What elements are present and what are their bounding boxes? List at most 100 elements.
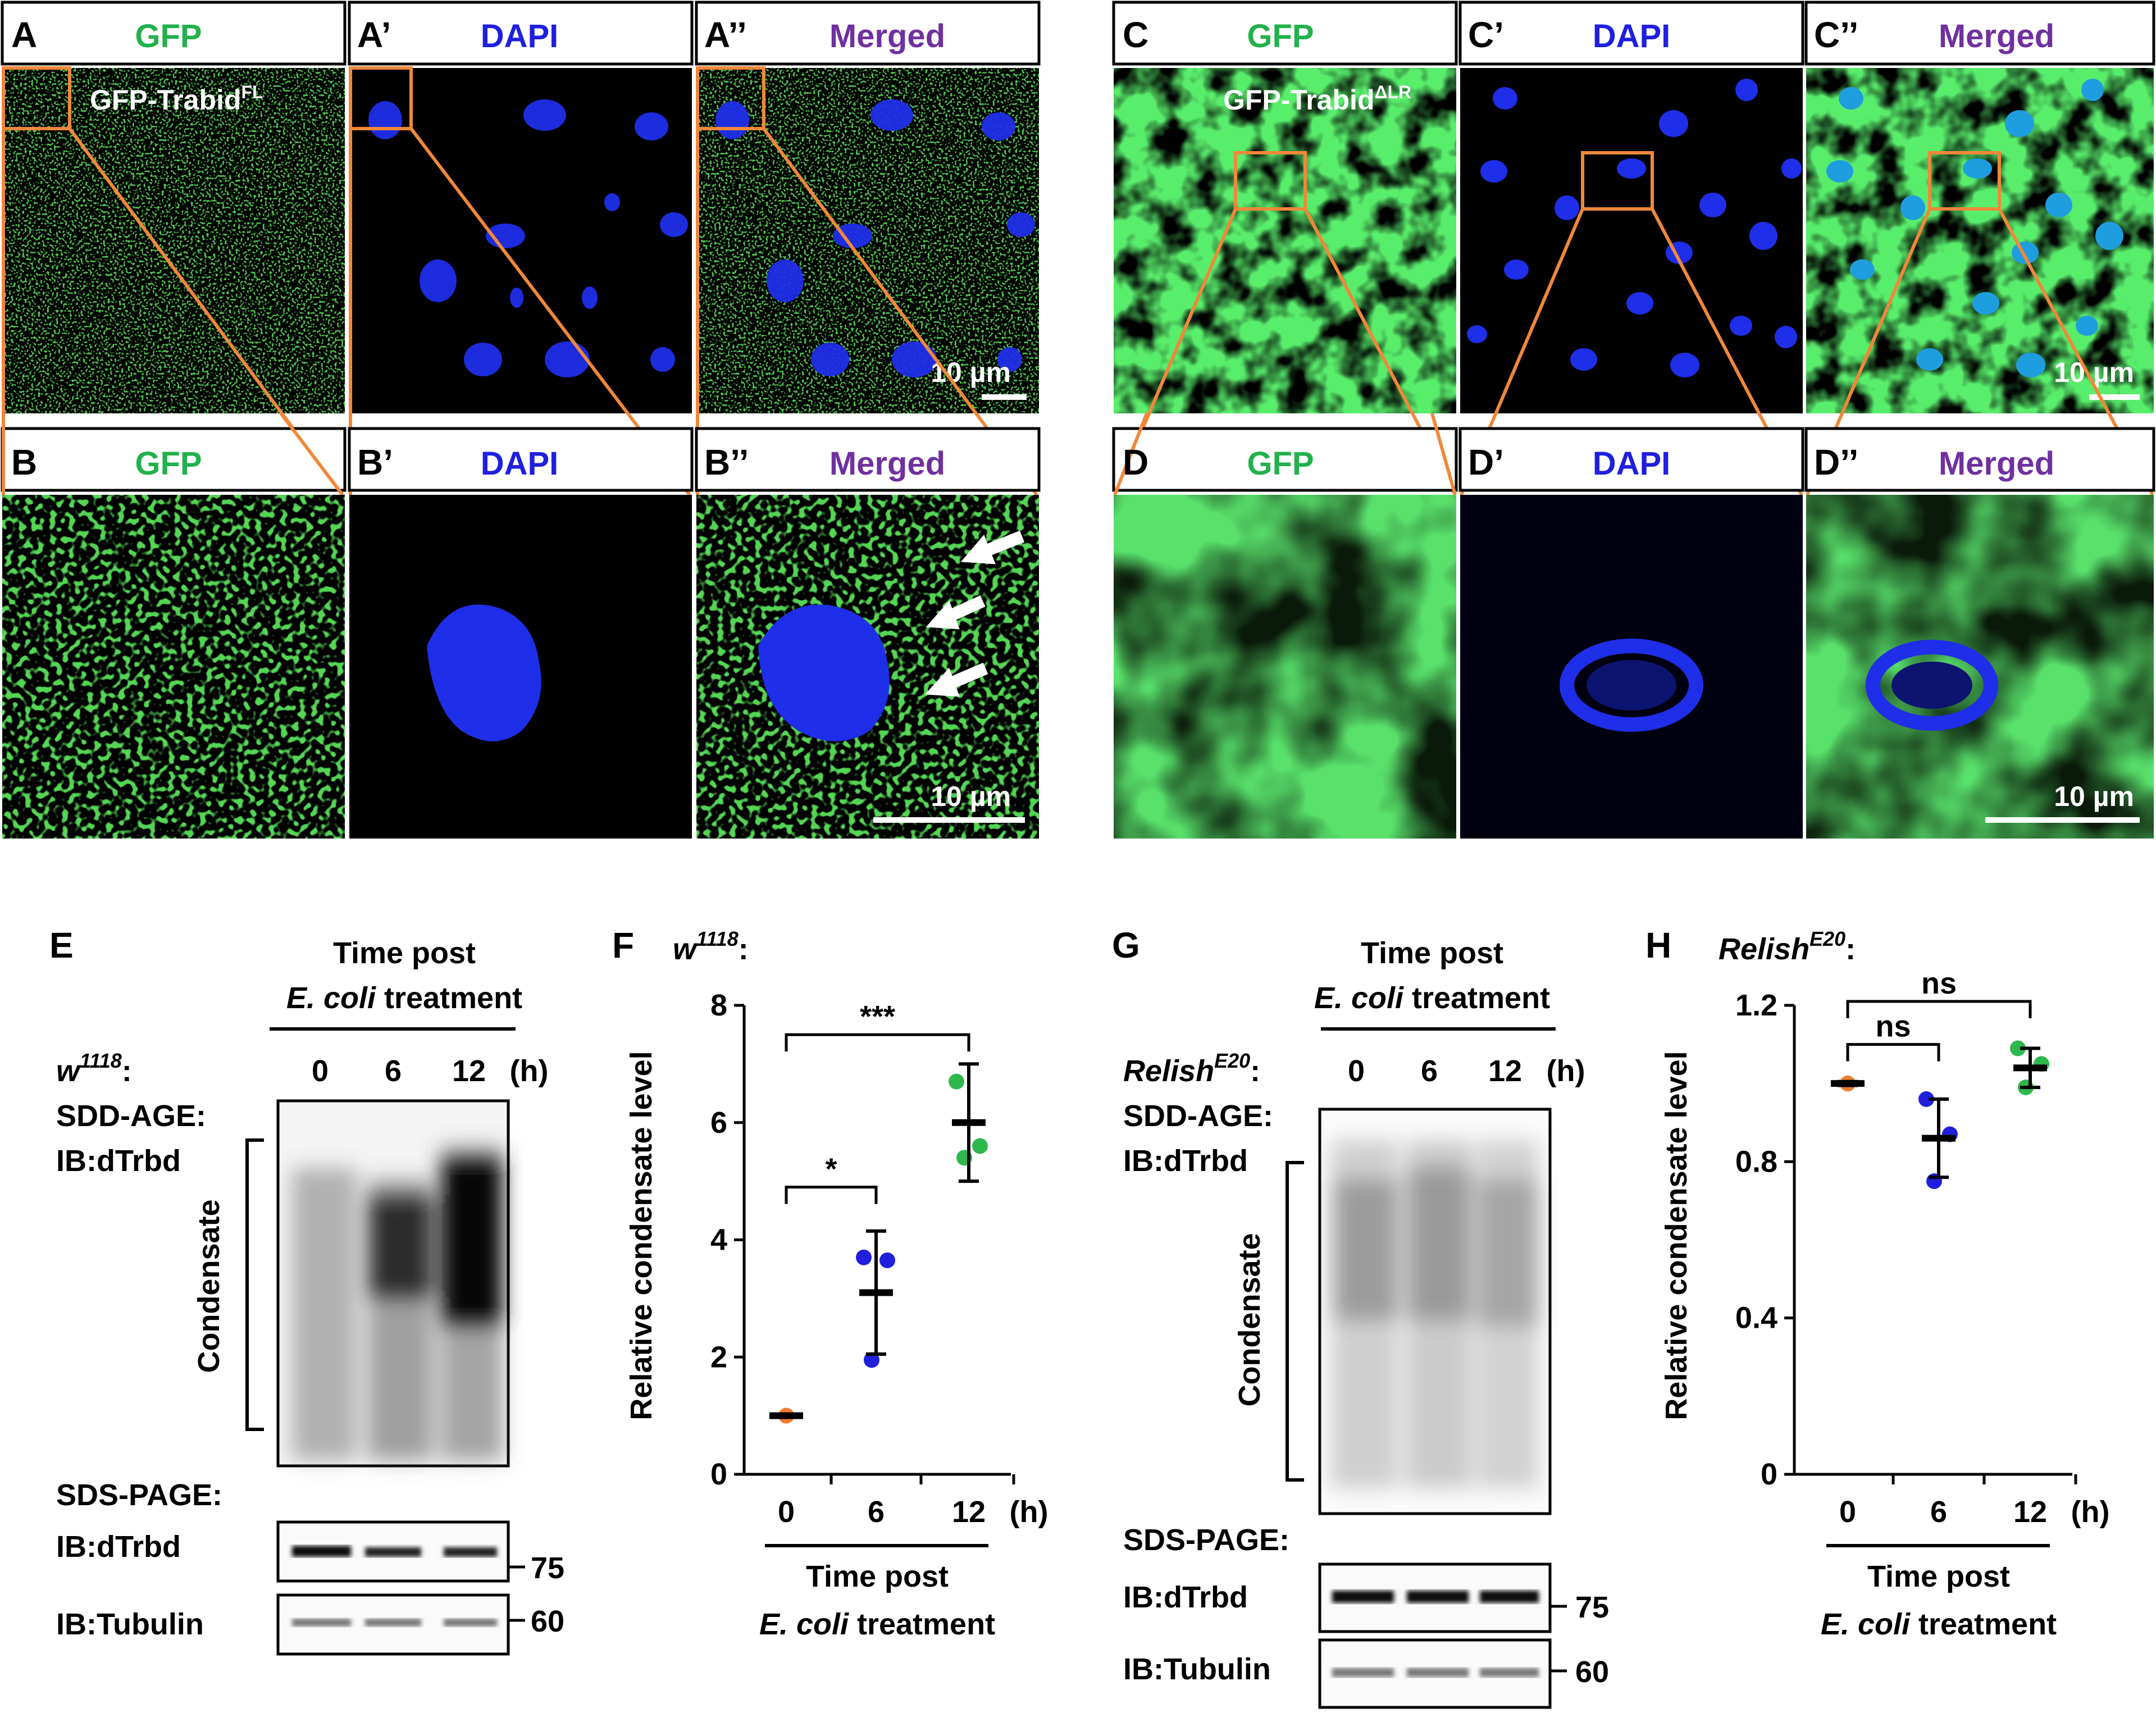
construct-label-dlr: GFP-TrabidΔLR bbox=[1223, 82, 1411, 116]
channel-label-dapi-b: DAPI bbox=[481, 445, 559, 482]
blot-g-sdd-age: SDD-AGE: bbox=[1123, 1099, 1273, 1133]
blot-e-mw-60: 60 bbox=[531, 1605, 564, 1638]
significance-label: ns bbox=[1921, 967, 1957, 1000]
y-tick-label: 0.8 bbox=[1735, 1145, 1777, 1178]
chart-h: H RelishE20: Relative condensate level T… bbox=[1646, 925, 2109, 1641]
data-point bbox=[856, 1249, 872, 1265]
scale-bar-label-bottom-a: 10 µm bbox=[931, 781, 1011, 812]
chart-h-x-unit: (h) bbox=[2071, 1495, 2110, 1529]
dapi-nuclei-a-merged bbox=[715, 99, 1035, 377]
blot-g-genotype: RelishE20: bbox=[1123, 1049, 1260, 1088]
significance-bracket bbox=[785, 1186, 878, 1204]
blot-g-mw-60: 60 bbox=[1575, 1655, 1609, 1689]
blot-g-bracket bbox=[1286, 1161, 1304, 1482]
blot-g-ib-mid: IB:dTrbd bbox=[1123, 1580, 1248, 1614]
y-tick-label: 6 bbox=[710, 1106, 727, 1140]
panel-letter-d-double-prime: D’’ bbox=[1814, 442, 1858, 482]
blot-e-genotype: w1118: bbox=[56, 1049, 132, 1088]
panel-letter-e: E bbox=[49, 925, 74, 965]
blot-e-ib-bottom: IB:Tubulin bbox=[56, 1607, 204, 1641]
panel-e-group: E Time post E. coli treatment w1118: 0 6… bbox=[49, 925, 564, 1656]
chart-h-xlabel-line2: E. coli treatment bbox=[1821, 1607, 2057, 1641]
blot-g-unit: (h) bbox=[1547, 1054, 1585, 1088]
panel-letter-a-double-prime: A’’ bbox=[704, 15, 747, 55]
channel-label-gfp-c: GFP bbox=[1247, 18, 1314, 54]
chart-f: F w1118: Relative condensate level Time … bbox=[612, 925, 1048, 1641]
dapi-nuclei-c-merged bbox=[1826, 79, 2123, 377]
header-box-b bbox=[1, 427, 347, 492]
scale-bar-top-a bbox=[982, 394, 1027, 400]
blot-e-ib-mid: IB:dTrbd bbox=[56, 1530, 181, 1564]
zoom-box-a1 bbox=[349, 66, 413, 130]
scale-bar-top-c bbox=[2089, 394, 2140, 400]
dapi-nucleus-b-merged bbox=[758, 604, 890, 741]
blot-e-time-0: 0 bbox=[312, 1054, 329, 1088]
zoom-box-c1 bbox=[1581, 151, 1654, 211]
header-box-d bbox=[1112, 427, 1458, 492]
micrograph-c-dapi bbox=[1460, 68, 1803, 413]
channel-label-dapi-d: DAPI bbox=[1593, 445, 1671, 482]
blot-g-title-line1: Time post bbox=[1361, 936, 1503, 970]
dapi-nucleus-b bbox=[427, 604, 541, 741]
scale-bar-bottom-a bbox=[873, 817, 1025, 823]
header-box-b1 bbox=[348, 427, 694, 492]
channel-label-merged-d: Merged bbox=[1939, 445, 2054, 482]
channel-label-gfp-d: GFP bbox=[1247, 445, 1314, 482]
dapi-nuclei-c bbox=[1467, 79, 1802, 377]
panel-letter-a: A bbox=[11, 15, 37, 55]
panel-letter-g: G bbox=[1112, 925, 1140, 965]
y-tick-label: 2 bbox=[710, 1340, 727, 1374]
blot-g-ib-top: IB:dTrbd bbox=[1123, 1144, 1248, 1178]
header-box-b2 bbox=[695, 427, 1041, 492]
blot-e-bracket bbox=[245, 1138, 264, 1431]
channel-label-dapi: DAPI bbox=[481, 18, 559, 54]
panel-letter-b-prime: B’ bbox=[357, 442, 393, 482]
blot-g-title-line2: E. coli treatment bbox=[1314, 981, 1550, 1015]
blot-e-sds-page: SDS-PAGE: bbox=[56, 1478, 222, 1512]
panel-letter-f: F bbox=[612, 925, 634, 965]
blot-e-smears bbox=[292, 1146, 503, 1460]
y-tick-label: 8 bbox=[710, 988, 727, 1022]
panel-letter-c-double-prime: C’’ bbox=[1814, 15, 1858, 55]
chart-f-ylabel: Relative condensate level bbox=[625, 1051, 658, 1420]
dapi-nucleus-d-merged bbox=[1866, 640, 1998, 731]
header-box-d2 bbox=[1804, 427, 2155, 492]
channel-label-merged-c: Merged bbox=[1939, 18, 2054, 54]
header-box-a1 bbox=[348, 1, 694, 66]
y-tick-label: 4 bbox=[710, 1223, 727, 1257]
y-tick-label: 0 bbox=[1761, 1457, 1777, 1491]
zoom-box-c2 bbox=[1928, 151, 2001, 211]
chart-f-xlabel-line2: E. coli treatment bbox=[759, 1607, 995, 1641]
panel-letter-d: D bbox=[1123, 442, 1148, 482]
significance-label: ns bbox=[1875, 1010, 1911, 1044]
blot-g-condensate: Condensate bbox=[1233, 1233, 1266, 1406]
chart-h-xlabel-line1: Time post bbox=[1867, 1560, 2010, 1593]
zoom-box-a bbox=[2, 66, 71, 130]
arrows-b-merged bbox=[924, 530, 1025, 697]
scale-bar-bottom-c bbox=[1985, 817, 2140, 823]
panel-c-group: C GFP C’ DAPI C’’ Merged bbox=[1112, 1, 2155, 839]
panel-g-group: G Time post E. coli treatment RelishE20:… bbox=[1112, 925, 1609, 1709]
chart-f-xlabel-line1: Time post bbox=[806, 1560, 949, 1593]
blot-g-ib-bottom: IB:Tubulin bbox=[1123, 1652, 1271, 1686]
channel-label-merged: Merged bbox=[829, 18, 945, 54]
blot-e-title-line1: Time post bbox=[333, 936, 476, 970]
channel-label-merged-b: Merged bbox=[829, 445, 945, 482]
blot-e-title-line2: E. coli treatment bbox=[286, 981, 522, 1015]
data-point bbox=[879, 1252, 895, 1269]
blot-g-time-12: 12 bbox=[1488, 1054, 1522, 1088]
blot-g-smears bbox=[1331, 1140, 1539, 1488]
blot-e-condensate: Condensate bbox=[192, 1199, 226, 1373]
scale-bar-label-bottom-c: 10 µm bbox=[2054, 781, 2134, 812]
chart-h-ylabel: Relative condensate level bbox=[1660, 1051, 1693, 1420]
chart-h-genotype: RelishE20: bbox=[1719, 927, 1856, 966]
blot-g-sds-page: SDS-PAGE: bbox=[1123, 1523, 1289, 1557]
panel-letter-a-prime: A’ bbox=[357, 15, 391, 55]
blot-e-time-6: 6 bbox=[385, 1054, 402, 1088]
blot-e-unit: (h) bbox=[510, 1054, 549, 1088]
chart-f-genotype: w1118: bbox=[673, 927, 749, 966]
data-point bbox=[1918, 1091, 1934, 1107]
header-box-a bbox=[1, 1, 347, 66]
zoom-box-a2 bbox=[696, 66, 765, 130]
significance-bracket bbox=[1846, 1043, 1940, 1061]
